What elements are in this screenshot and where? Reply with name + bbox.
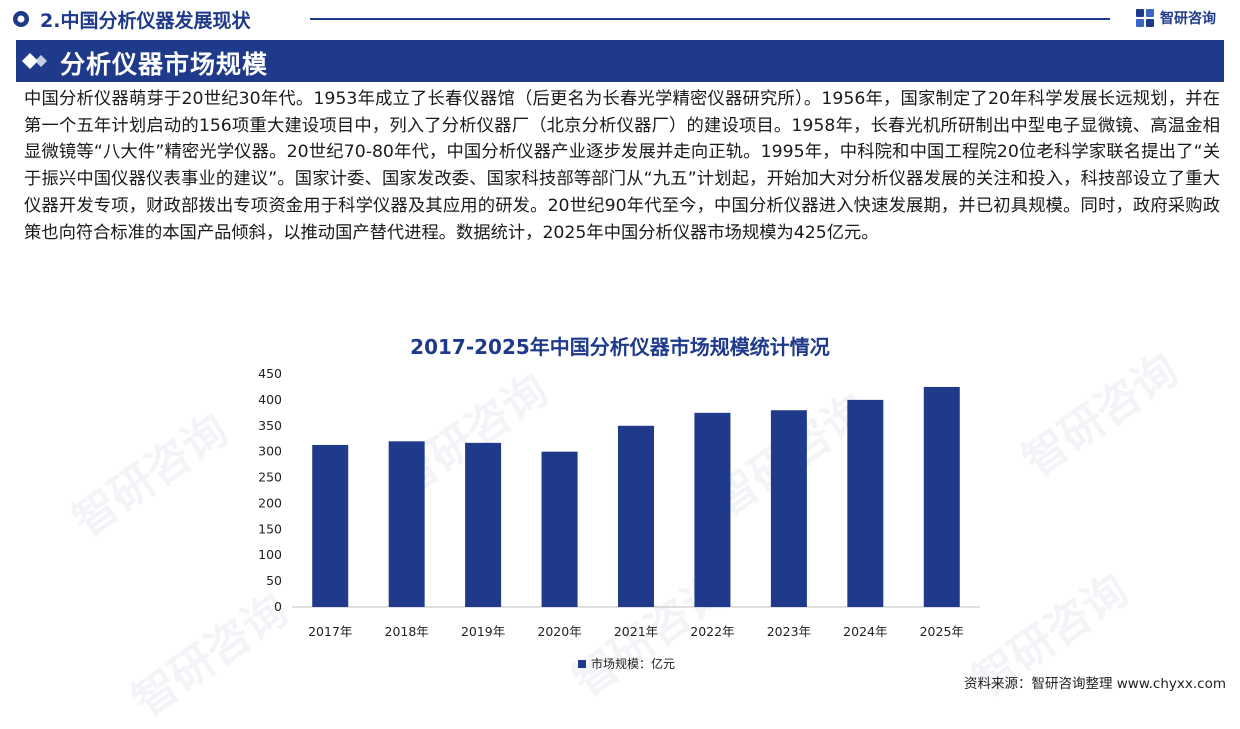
header-divider bbox=[310, 18, 1110, 20]
x-tick-label: 2023年 bbox=[767, 624, 811, 639]
x-tick-label: 2020年 bbox=[537, 624, 581, 639]
brand-name: 智研咨询 bbox=[1160, 11, 1216, 27]
y-tick-label: 450 bbox=[258, 366, 282, 381]
body-paragraph: 中国分析仪器萌芽于20世纪30年代。1953年成立了长春仪器馆（后更名为长春光学… bbox=[24, 89, 1220, 243]
section-marker-icon bbox=[13, 11, 29, 27]
brand-logo-icon bbox=[1136, 9, 1154, 27]
bar bbox=[770, 410, 807, 607]
diamond-icon bbox=[22, 53, 47, 69]
bar bbox=[847, 399, 884, 607]
brand-logo-group: 智研咨询 bbox=[1134, 6, 1216, 30]
section-banner: 分析仪器市场规模 bbox=[16, 40, 1224, 82]
y-tick-label: 350 bbox=[258, 418, 282, 433]
bar bbox=[465, 442, 502, 607]
y-tick-label: 100 bbox=[258, 547, 282, 562]
source-note: 资料来源：智研咨询整理 www.chyxx.com bbox=[963, 676, 1226, 692]
y-tick-label: 250 bbox=[258, 470, 282, 485]
legend-swatch bbox=[578, 659, 586, 668]
y-tick-label: 200 bbox=[258, 495, 282, 510]
legend-label: 市场规模：亿元 bbox=[591, 657, 676, 671]
bar bbox=[923, 386, 960, 607]
y-tick-label: 400 bbox=[258, 392, 282, 407]
x-tick-label: 2021年 bbox=[614, 624, 658, 639]
x-tick-label: 2018年 bbox=[385, 624, 429, 639]
x-tick-label: 2024年 bbox=[843, 624, 887, 639]
bar bbox=[618, 425, 654, 607]
section-title: 2.中国分析仪器发展现状 bbox=[40, 10, 251, 32]
y-tick-label: 50 bbox=[266, 573, 282, 588]
x-tick-label: 2025年 bbox=[920, 624, 964, 639]
bar-chart: 0 50 100 150 200 250 300 350 400 450 2017年 2018年 201… bbox=[258, 366, 980, 639]
x-tick-label: 2017年 bbox=[308, 624, 352, 639]
banner-title: 分析仪器市场规模 bbox=[60, 50, 269, 79]
chart-legend: 市场规模：亿元 bbox=[578, 655, 675, 672]
bar bbox=[694, 412, 731, 607]
chart-title: 2017-2025年中国分析仪器市场规模统计情况 bbox=[410, 335, 830, 359]
y-tick-label: 300 bbox=[258, 444, 282, 459]
bar bbox=[541, 451, 578, 607]
x-tick-label: 2022年 bbox=[690, 624, 734, 639]
top-header: 2.中国分析仪器发展现状 智研咨询 bbox=[0, 0, 1240, 38]
y-tick-label: 0 bbox=[274, 599, 282, 614]
bar bbox=[312, 444, 349, 607]
x-tick-label: 2019年 bbox=[461, 624, 505, 639]
bar bbox=[388, 441, 425, 607]
y-tick-label: 150 bbox=[258, 521, 282, 536]
